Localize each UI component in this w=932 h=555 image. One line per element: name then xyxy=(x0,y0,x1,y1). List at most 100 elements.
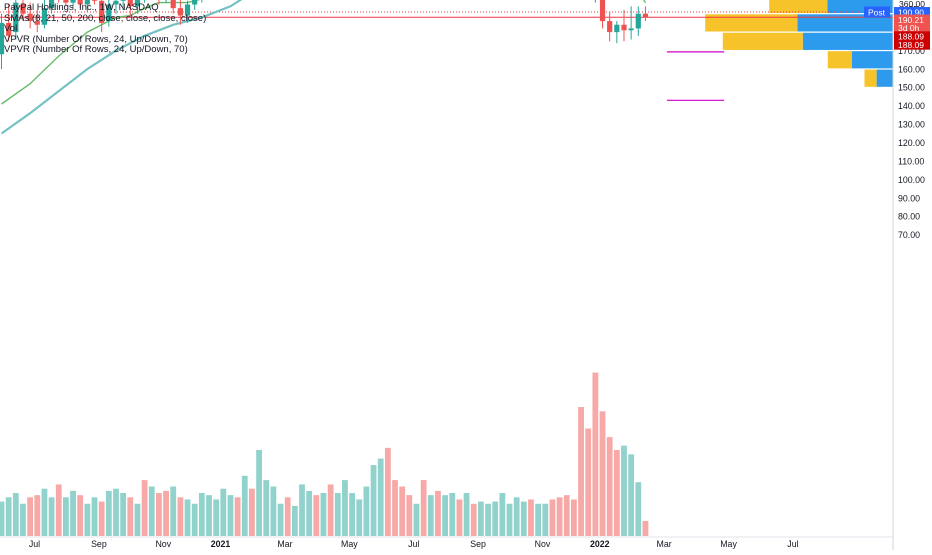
volume-bar xyxy=(235,497,241,536)
volume-bar xyxy=(442,495,448,536)
candle-body[interactable] xyxy=(600,0,605,21)
time-axis-label: Mar xyxy=(657,539,672,549)
volume-bar xyxy=(528,499,534,536)
volume-profile-down-row xyxy=(852,51,893,68)
volume-bar xyxy=(457,499,463,536)
candle-body[interactable] xyxy=(92,0,97,1)
sma-indicator-label[interactable]: SMAs (8, 21, 50, 200, close, close, clos… xyxy=(4,14,206,25)
volume-bar xyxy=(177,497,183,536)
volume-bar xyxy=(228,495,234,536)
volume-profile-up-row xyxy=(864,70,876,87)
volume-bar xyxy=(6,497,12,536)
volume-bar xyxy=(163,491,169,536)
price-tick-label: 80.00 xyxy=(898,212,920,222)
time-axis-label: May xyxy=(341,539,358,549)
volume-bar xyxy=(628,454,634,536)
candle-body[interactable] xyxy=(121,0,126,1)
volume-bar xyxy=(156,493,162,536)
volume-bar xyxy=(364,487,370,536)
candle-body[interactable] xyxy=(621,25,626,31)
symbol-title[interactable]: PayPal Holdings, Inc., 1W, NASDAQ xyxy=(4,3,206,14)
volume-bar xyxy=(428,495,434,536)
candle-body[interactable] xyxy=(636,14,641,29)
volume-bar xyxy=(592,373,598,536)
volume-bar xyxy=(20,504,26,536)
volume-bar xyxy=(292,506,298,536)
volume-bar xyxy=(600,411,606,536)
volume-bar xyxy=(414,504,420,536)
volume-bar xyxy=(13,493,19,536)
volume-bar xyxy=(84,504,90,536)
volume-bar xyxy=(142,480,148,536)
volume-bar xyxy=(285,497,291,536)
candle-body[interactable] xyxy=(629,28,634,30)
time-axis-label: 2022 xyxy=(590,539,610,549)
price-tick-label: 130.00 xyxy=(898,120,925,130)
volume-bar xyxy=(514,497,520,536)
volume-bar xyxy=(328,484,334,536)
volume-bar xyxy=(92,497,98,536)
volume-bar xyxy=(213,499,219,536)
volume-profile-up-row xyxy=(828,51,852,68)
time-axis-label: Jul xyxy=(787,539,798,549)
volume-bar xyxy=(149,487,155,536)
volume-bar xyxy=(342,480,348,536)
volume-profile-up-row xyxy=(723,33,803,50)
vpvr-indicator-label-2[interactable]: VPVR (Number Of Rows, 24, Up/Down, 70) xyxy=(4,45,206,56)
time-axis-label: Sep xyxy=(91,539,107,549)
candle-body[interactable] xyxy=(614,25,619,32)
volume-bar xyxy=(206,495,212,536)
volume-bar xyxy=(406,495,412,536)
candle-body[interactable] xyxy=(607,21,612,32)
volume-bar xyxy=(77,495,83,536)
volume-bar xyxy=(321,493,327,536)
volume-bar xyxy=(299,484,305,536)
volume-bar xyxy=(399,487,405,536)
volume-bar xyxy=(106,491,112,536)
price-tick-label: 140.00 xyxy=(898,101,925,111)
volume-bar xyxy=(392,480,398,536)
volume-bar xyxy=(542,504,548,536)
price-tick-label: 120.00 xyxy=(898,138,925,148)
price-tick-label: 200.00 xyxy=(898,0,925,1)
volume-bar xyxy=(521,502,527,536)
time-axis-label: 2021 xyxy=(211,539,231,549)
volume-profile-down-row xyxy=(803,33,893,50)
candle-body[interactable] xyxy=(643,14,648,18)
volume-bar xyxy=(270,487,276,536)
post-market-badge-label: Post xyxy=(868,7,886,17)
price-tick-label: 90.00 xyxy=(898,193,920,203)
volume-bar xyxy=(621,446,627,536)
volume-bar xyxy=(464,493,470,536)
volume-bar xyxy=(256,450,262,536)
volume-bar xyxy=(49,497,55,536)
volume-profile-down-row xyxy=(877,70,893,87)
volume-bar xyxy=(34,495,40,536)
volume-bar xyxy=(385,448,391,536)
time-axis-label: Nov xyxy=(155,539,171,549)
volume-bar xyxy=(70,491,76,536)
volume-bar xyxy=(170,487,176,536)
price-tick-label: 100.00 xyxy=(898,175,925,185)
volume-bar xyxy=(557,497,563,536)
volume-bar xyxy=(643,521,649,536)
volume-profile-up-row xyxy=(769,0,827,13)
volume-bar xyxy=(127,497,133,536)
volume-bar xyxy=(27,497,33,536)
volume-bar xyxy=(371,465,377,536)
volume-bar xyxy=(120,493,126,536)
time-axis-label: Jul xyxy=(29,539,40,549)
volume-bar xyxy=(335,493,341,536)
volume-bar xyxy=(0,502,4,536)
volume-bar xyxy=(263,480,269,536)
volume-bar xyxy=(578,407,584,536)
volume-bar xyxy=(478,502,484,536)
volume-bar xyxy=(635,482,641,536)
volume-bar xyxy=(135,504,141,536)
volume-bar xyxy=(614,450,620,536)
volume-bar xyxy=(278,504,284,536)
volume-bar xyxy=(585,429,591,537)
